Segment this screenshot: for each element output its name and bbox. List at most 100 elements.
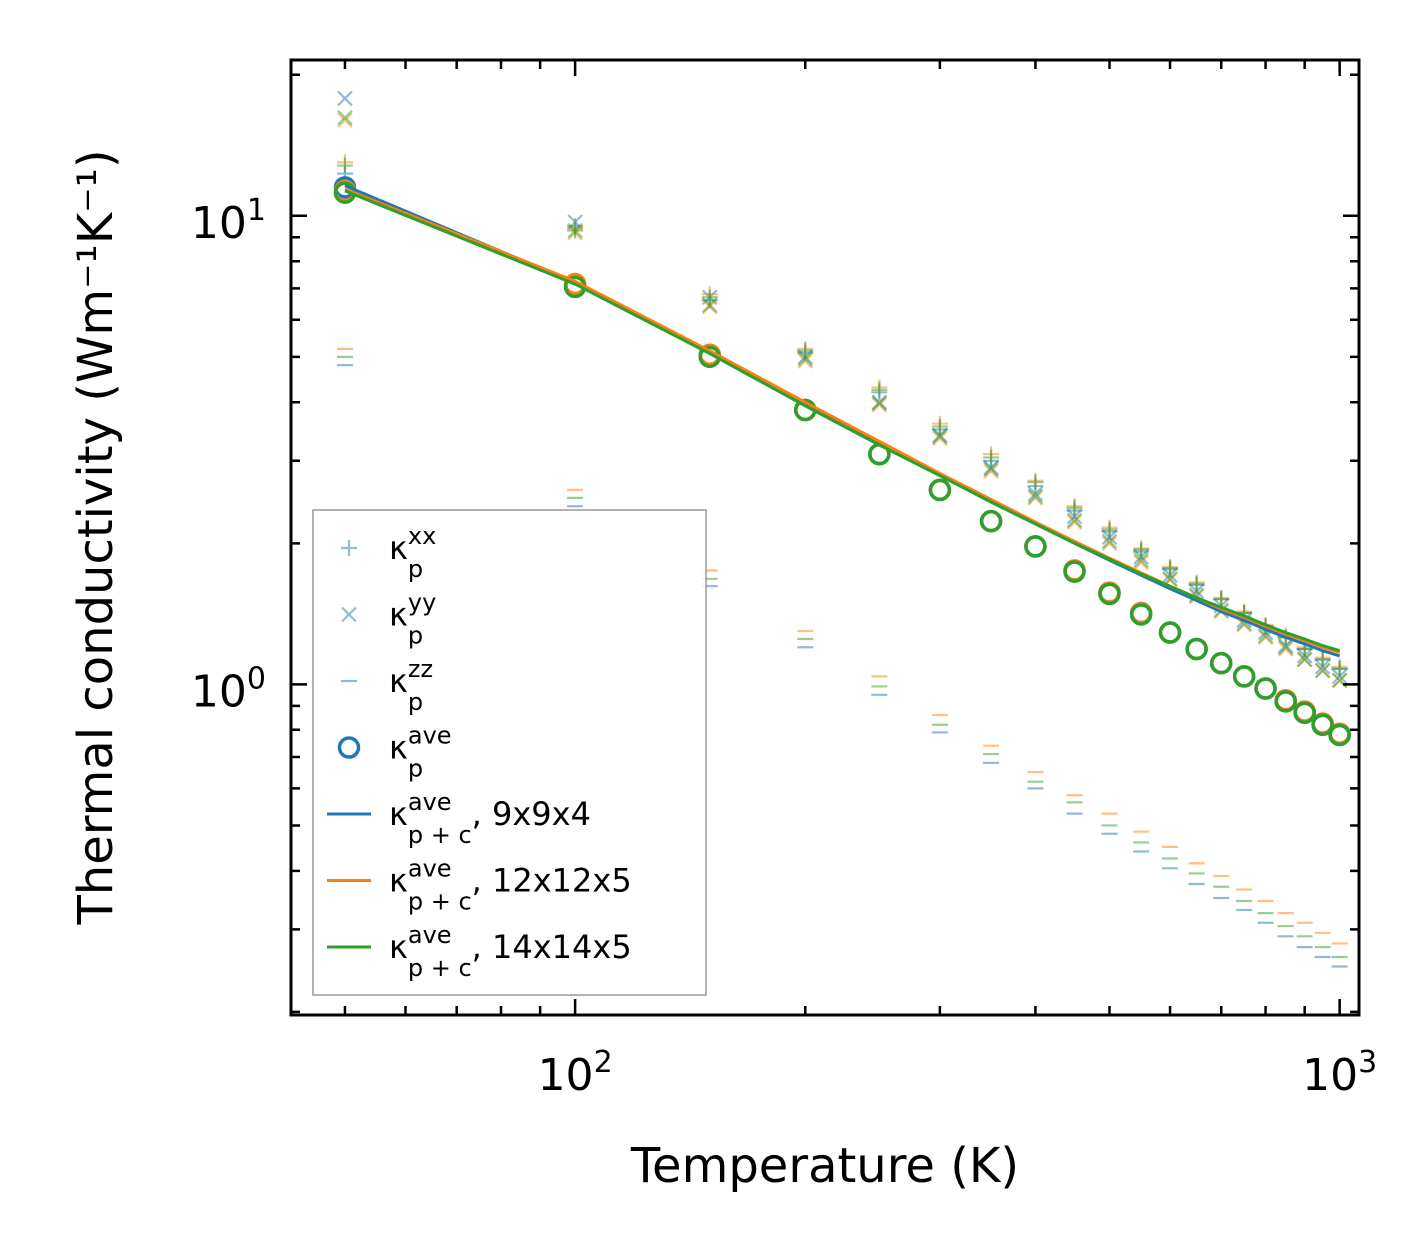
y-tick-exponent: 1 bbox=[247, 193, 266, 228]
legend-superscript: yy bbox=[408, 589, 436, 617]
marker-kyy-9x9x4 bbox=[337, 90, 353, 107]
series-kave-14x14x5 bbox=[333, 181, 1351, 747]
legend-subscript: p bbox=[408, 622, 423, 650]
marker-kyy-14x14x5 bbox=[1027, 488, 1044, 505]
marker-kave-14x14x5 bbox=[1129, 603, 1153, 626]
legend-label: κave p bbox=[389, 722, 452, 783]
marker-kxx-14x14x5 bbox=[1314, 651, 1331, 668]
marker-kyy-9x9x4 bbox=[1066, 508, 1083, 525]
legend-entry: κxx p bbox=[341, 522, 436, 583]
marker-kave-14x14x5 bbox=[1274, 690, 1297, 713]
marker-kyy-14x14x5 bbox=[797, 351, 814, 367]
marker-kyy-14x14x5 bbox=[567, 222, 583, 239]
marker-kave-14x14x5 bbox=[1232, 665, 1256, 688]
marker-kxx-14x14x5 bbox=[336, 157, 353, 174]
legend-entry: κave p + c, 9x9x4 bbox=[327, 788, 591, 849]
marker-kave-14x14x5 bbox=[1024, 535, 1047, 558]
x-tick-label: 102 bbox=[538, 1045, 613, 1101]
marker-kyy-9x9x4 bbox=[1277, 637, 1294, 654]
legend-symbol: κ bbox=[389, 862, 408, 900]
legend-subscript: p bbox=[408, 755, 423, 783]
legend-suffix: , 9x9x4 bbox=[472, 795, 591, 833]
marker-kyy-12x12x5 bbox=[1101, 535, 1118, 552]
legend-label: κyy p bbox=[389, 589, 436, 650]
marker-kyy-12x12x5 bbox=[932, 430, 948, 447]
legend-marker-cross bbox=[341, 606, 357, 623]
marker-kyy-12x12x5 bbox=[1066, 514, 1083, 530]
marker-kave-14x14x5 bbox=[1158, 621, 1182, 644]
x-tick-exponent: 3 bbox=[1358, 1045, 1377, 1080]
marker-kxx-14x14x5 bbox=[1101, 521, 1118, 538]
marker-kxx-14x14x5 bbox=[701, 289, 718, 306]
y-tick-exponent: 0 bbox=[247, 661, 266, 696]
y-tick-label: 101 bbox=[191, 193, 266, 249]
legend-suffix: , 14x14x5 bbox=[472, 928, 632, 966]
marker-kyy-12x12x5 bbox=[701, 298, 718, 315]
marker-kave-14x14x5 bbox=[1254, 677, 1277, 700]
legend-suffix: , 12x12x5 bbox=[472, 862, 632, 900]
marker-kave-14x14x5 bbox=[1293, 701, 1316, 724]
marker-kyy-12x12x5 bbox=[797, 353, 814, 369]
marker-kyy-14x14x5 bbox=[871, 395, 888, 412]
marker-kave-14x14x5 bbox=[1209, 651, 1233, 675]
marker-kyy-14x14x5 bbox=[983, 461, 999, 477]
marker-kxx-14x14x5 bbox=[1331, 660, 1348, 677]
legend-entry: κave p + c, 14x14x5 bbox=[327, 921, 632, 982]
legend-superscript: ave bbox=[408, 788, 452, 816]
legend-entry: κyy p bbox=[341, 589, 436, 650]
marker-kave-14x14x5 bbox=[1328, 723, 1351, 747]
x-axis-label: Temperature (K) bbox=[630, 1138, 1019, 1194]
legend-subscript: p bbox=[408, 688, 423, 716]
legend-entry: κzz p bbox=[341, 655, 433, 716]
legend-label: κave p + c, 12x12x5 bbox=[389, 855, 632, 916]
legend-label: κave p + c, 14x14x5 bbox=[389, 921, 632, 982]
marker-kyy-14x14x5 bbox=[701, 297, 718, 313]
marker-kyy-14x14x5 bbox=[1314, 662, 1331, 679]
legend-label: κzz p bbox=[389, 655, 433, 716]
axes-frame bbox=[289, 58, 1361, 1017]
legend-superscript: xx bbox=[408, 522, 436, 550]
marker-kxx-14x14x5 bbox=[1162, 560, 1179, 577]
y-tick-label: 100 bbox=[191, 661, 266, 717]
marker-kave-14x14x5 bbox=[1311, 713, 1334, 737]
marker-kxx-14x14x5 bbox=[797, 342, 814, 359]
marker-kyy-14x14x5 bbox=[1277, 639, 1294, 656]
legend-symbol: κ bbox=[389, 596, 408, 634]
legend-entry: κave p bbox=[337, 722, 452, 783]
y-tick-base: 10 bbox=[191, 666, 247, 717]
marker-kyy-12x12x5 bbox=[983, 463, 999, 480]
legend-superscript: ave bbox=[408, 921, 452, 949]
marker-kyy-12x12x5 bbox=[1277, 641, 1294, 657]
marker-kxx-14x14x5 bbox=[983, 449, 1000, 466]
line-kpc-ave-14x14x5 bbox=[344, 189, 1341, 653]
x-tick-exponent: 2 bbox=[594, 1045, 613, 1080]
marker-kxx-14x14x5 bbox=[1066, 499, 1083, 516]
marker-kyy-14x14x5 bbox=[1133, 552, 1149, 569]
legend-superscript: zz bbox=[408, 655, 433, 683]
marker-kxx-14x14x5 bbox=[871, 381, 888, 398]
marker-kyy-14x14x5 bbox=[1296, 651, 1313, 668]
legend-superscript: ave bbox=[408, 722, 452, 750]
marker-kyy-14x14x5 bbox=[1066, 512, 1083, 529]
legend-subscript: p + c bbox=[408, 821, 472, 849]
legend-entry: κave p + c, 12x12x5 bbox=[327, 855, 632, 916]
marker-kave-14x14x5 bbox=[928, 478, 952, 502]
legend-label: κave p + c, 9x9x4 bbox=[389, 788, 591, 849]
legend-box bbox=[312, 509, 707, 996]
marker-kyy-12x12x5 bbox=[1027, 490, 1044, 506]
x-tick-base: 10 bbox=[1302, 1050, 1358, 1101]
legend-label: κxx p bbox=[389, 522, 436, 583]
marker-kave-14x14x5 bbox=[1063, 560, 1086, 583]
marker-kyy-12x12x5 bbox=[337, 112, 353, 128]
marker-kave-14x14x5 bbox=[1185, 637, 1208, 661]
marker-kyy-14x14x5 bbox=[1101, 533, 1118, 550]
marker-kxx-14x14x5 bbox=[931, 418, 948, 435]
y-axis-label: Thermal conductivity (Wm⁻¹K⁻¹) bbox=[68, 149, 124, 925]
marker-kyy-14x14x5 bbox=[932, 428, 948, 445]
marker-kyy-14x14x5 bbox=[337, 109, 353, 126]
legend-subscript: p + c bbox=[408, 954, 472, 982]
